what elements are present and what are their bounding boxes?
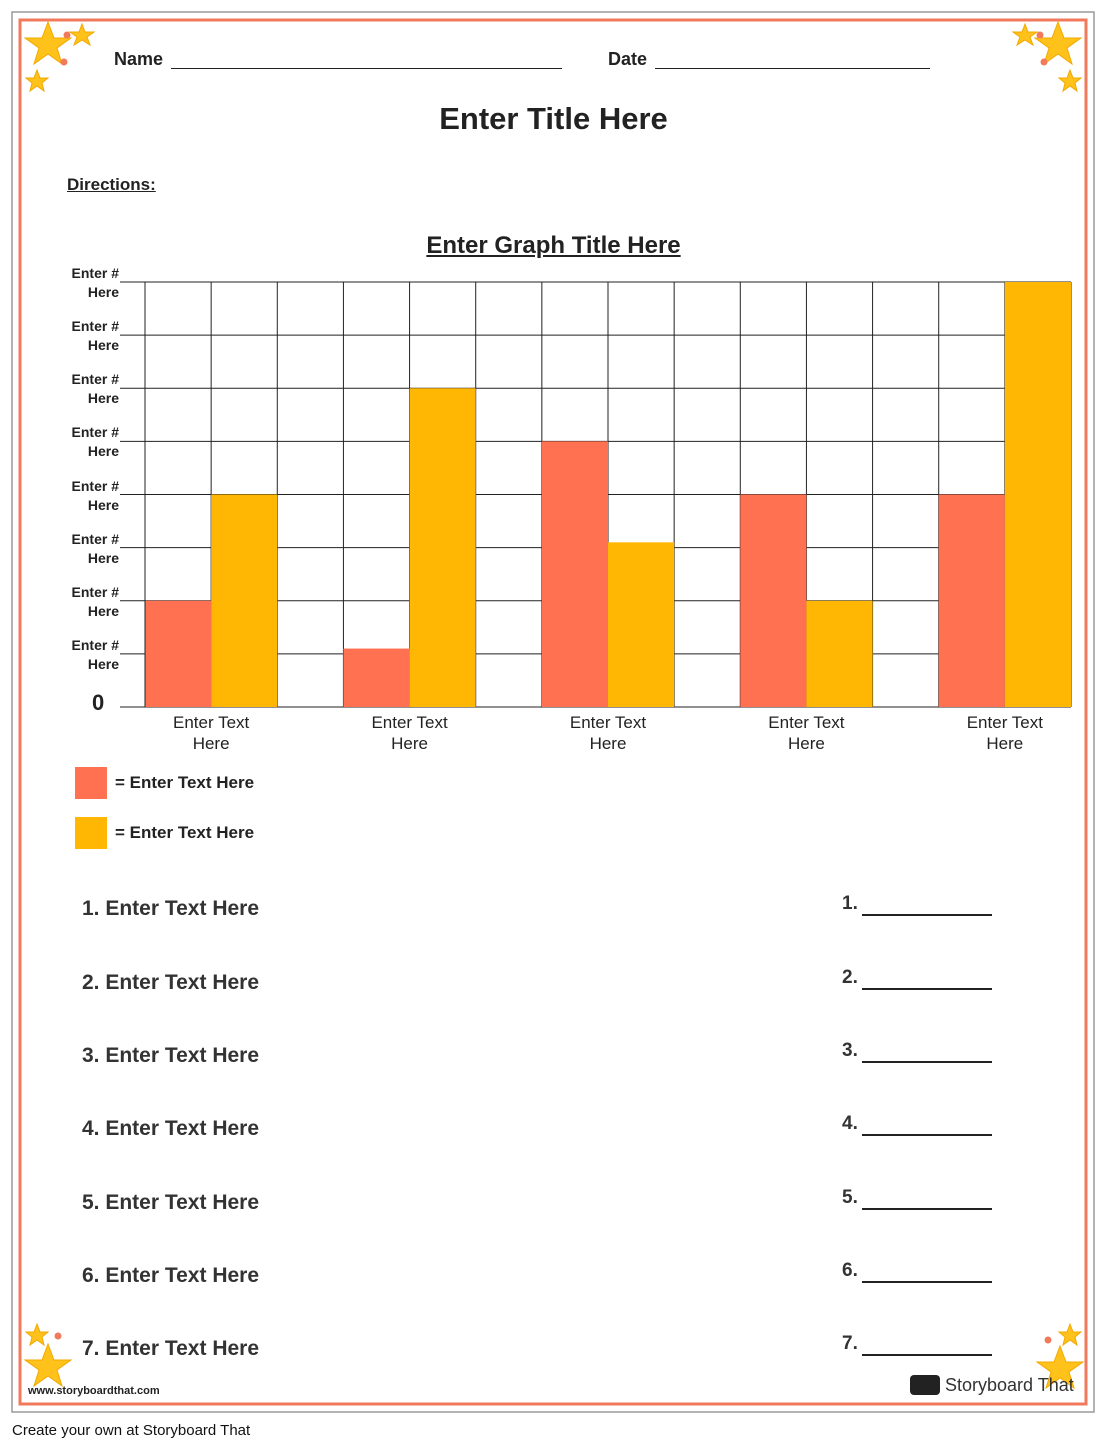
dot (1044, 1336, 1052, 1344)
bar (806, 600, 873, 707)
bar (541, 441, 608, 707)
dot (1036, 31, 1044, 39)
star (1035, 1344, 1085, 1390)
page-border (18, 18, 1088, 1406)
answer-number: 7. (842, 1333, 858, 1354)
question: 1. Enter Text Here (82, 897, 260, 920)
logo-icon (910, 1375, 940, 1395)
star (24, 1322, 50, 1347)
answer-number: 1. (842, 893, 858, 914)
x-tick-label: Enter Text Here (768, 713, 845, 753)
question: 2. Enter Text Here (82, 971, 260, 994)
answer-number: 5. (842, 1187, 858, 1208)
star (1057, 68, 1083, 93)
date-label: Date (608, 49, 648, 69)
bar (938, 494, 1005, 707)
dots (54, 31, 1052, 1344)
y-tick-label: Enter # Here (71, 636, 119, 672)
answer-line (862, 1208, 992, 1210)
answer-line (862, 1354, 992, 1356)
outer-border (11, 11, 1095, 1413)
y-tick-label: Enter # Here (71, 530, 119, 566)
directions: Directions: (67, 175, 156, 194)
date-line (655, 68, 930, 69)
legend-label: = Enter Text Here (115, 773, 255, 792)
bar (409, 388, 476, 707)
answer-number: 4. (842, 1113, 858, 1134)
dot (54, 1332, 62, 1340)
y-tick-label: Enter # Here (71, 318, 119, 354)
y-tick-label: Enter # Here (71, 371, 119, 407)
answer-line (862, 1134, 992, 1136)
question: 5. Enter Text Here (82, 1191, 260, 1214)
answer-line (862, 1281, 992, 1283)
star (24, 68, 50, 93)
bar (1004, 282, 1071, 707)
star (1033, 20, 1083, 66)
legend-swatch (75, 817, 107, 849)
y-tick-label: 0 (92, 690, 105, 715)
star (23, 20, 73, 66)
star (68, 22, 96, 47)
x-tick-label: Enter Text Here (173, 713, 250, 753)
x-tick-label: Enter Text Here (371, 713, 448, 753)
bar (608, 542, 675, 707)
star (1057, 1322, 1083, 1347)
y-tick-label: Enter # Here (71, 477, 119, 513)
star (1011, 22, 1039, 47)
x-tick-label: Enter Text Here (569, 713, 647, 753)
dot (1040, 58, 1048, 66)
answer-line (862, 1061, 992, 1063)
question: 3. Enter Text Here (82, 1044, 260, 1067)
legend-label: = Enter Text Here (115, 823, 255, 842)
bar (211, 494, 278, 707)
bar (343, 648, 410, 707)
answer-line (862, 988, 992, 990)
legend-swatch (75, 767, 107, 799)
answer-number: 2. (842, 967, 858, 988)
title: Enter Title Here (439, 101, 668, 136)
website: www.storyboardthat.com (28, 1385, 160, 1397)
dot (63, 31, 71, 39)
answer-line (862, 914, 992, 916)
question: 4. Enter Text Here (82, 1117, 260, 1140)
logo: Storyboard That (945, 1375, 1074, 1395)
decorations (23, 20, 1085, 1390)
bar (145, 600, 212, 707)
y-tick-label: Enter # Here (71, 424, 119, 460)
dot (60, 58, 68, 66)
x-tick-label: Enter Text Here (966, 713, 1043, 753)
name-label: Name (114, 49, 164, 69)
question: 7. Enter Text Here (82, 1337, 260, 1360)
y-tick-label: Enter # Here (71, 265, 119, 300)
answer-number: 3. (842, 1040, 858, 1061)
chart-title: Enter Graph Title Here (426, 232, 681, 259)
answer-number: 6. (842, 1260, 858, 1281)
name-line (171, 68, 562, 69)
credit: Create your own at Storyboard That (12, 1422, 251, 1439)
question: 6. Enter Text Here (82, 1264, 260, 1287)
star (23, 1342, 73, 1388)
y-tick-label: Enter # Here (71, 583, 119, 619)
bar (740, 494, 807, 707)
